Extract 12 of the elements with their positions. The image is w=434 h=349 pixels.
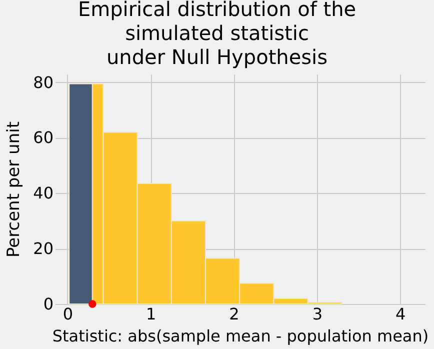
y-tick-label: 60 — [33, 128, 54, 148]
x-tick-label: 1 — [146, 304, 156, 324]
x-tick-label: 2 — [229, 304, 240, 324]
x-tick-label: 0 — [62, 304, 74, 324]
y-tick-label: 20 — [33, 239, 54, 258]
x-tick-label: 4 — [395, 304, 406, 324]
y-axis-title: Percent per unit — [4, 121, 24, 258]
y-tick-label: 80 — [33, 72, 54, 92]
y-tick-label: 40 — [33, 184, 54, 203]
x-tick-label: 3 — [312, 304, 323, 324]
chart-title: Empirical distribution of the simulated statistic under Null Hypothesis — [78, 0, 356, 69]
x-axis-title: Statistic: abs(sample mean - population mean) — [52, 326, 429, 346]
